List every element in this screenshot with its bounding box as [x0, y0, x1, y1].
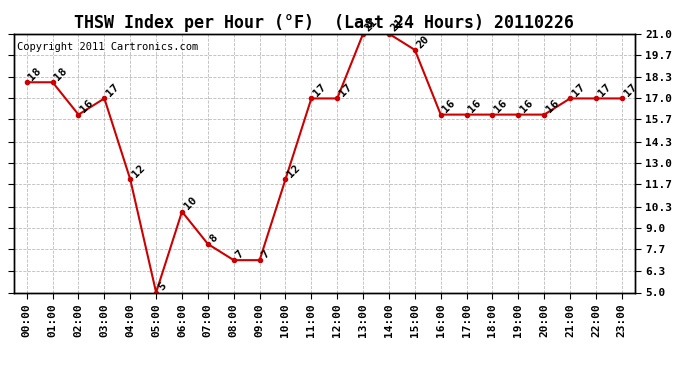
Text: 16: 16 [493, 98, 509, 115]
Text: 16: 16 [466, 98, 483, 115]
Text: 17: 17 [311, 82, 328, 99]
Text: 16: 16 [79, 98, 95, 115]
Text: 21: 21 [363, 17, 380, 34]
Text: 7: 7 [234, 248, 246, 260]
Text: 17: 17 [104, 82, 121, 99]
Text: 12: 12 [286, 163, 302, 179]
Text: 5: 5 [156, 280, 168, 292]
Text: 17: 17 [337, 82, 354, 99]
Text: 8: 8 [208, 232, 219, 244]
Text: 18: 18 [52, 66, 69, 82]
Text: 7: 7 [259, 248, 271, 260]
Text: 12: 12 [130, 163, 147, 179]
Title: THSW Index per Hour (°F)  (Last 24 Hours) 20110226: THSW Index per Hour (°F) (Last 24 Hours)… [75, 14, 574, 32]
Text: 16: 16 [518, 98, 535, 115]
Text: Copyright 2011 Cartronics.com: Copyright 2011 Cartronics.com [17, 42, 198, 51]
Text: 18: 18 [27, 66, 43, 82]
Text: 17: 17 [596, 82, 613, 99]
Text: 17: 17 [622, 82, 638, 99]
Text: 21: 21 [389, 17, 406, 34]
Text: 20: 20 [415, 33, 431, 50]
Text: 16: 16 [544, 98, 561, 115]
Text: 17: 17 [570, 82, 586, 99]
Text: 10: 10 [182, 195, 199, 211]
Text: 16: 16 [441, 98, 457, 115]
